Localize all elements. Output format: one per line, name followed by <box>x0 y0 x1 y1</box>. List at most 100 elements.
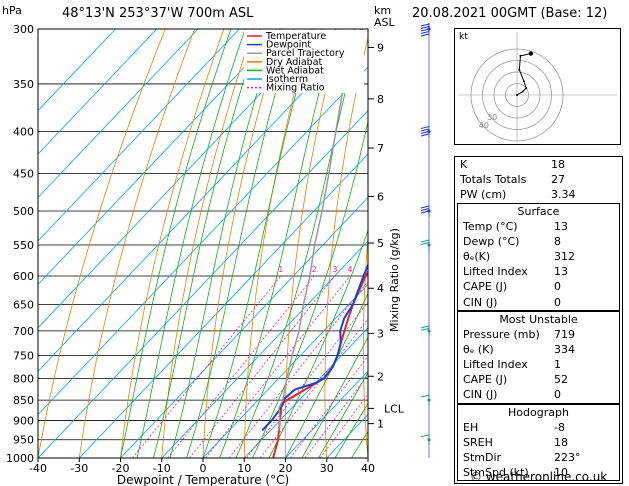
legend-bg <box>244 30 364 93</box>
legend-label: Mixing Ratio <box>266 83 325 94</box>
hodo-value: -8 <box>554 420 565 434</box>
profile-point <box>337 354 339 356</box>
index-value: 18 <box>551 158 565 171</box>
hodograph-point <box>518 68 521 71</box>
mixing-ratio-axis-label: Mixing Ratio (g/kg) <box>388 228 401 332</box>
profile-point <box>309 275 311 277</box>
wind-barb-flag <box>420 205 430 209</box>
dry-adiabat <box>38 29 166 458</box>
dry-adiabat <box>161 29 254 458</box>
mixing-ratio-line <box>259 318 368 458</box>
surface-value: 13 <box>554 265 568 279</box>
surface-row: Temp (°C) 13 <box>458 219 619 234</box>
legend-label: Isotherm <box>266 74 308 85</box>
hodograph-point <box>521 90 524 93</box>
pressure-tick-label: 400 <box>13 126 34 139</box>
hodograph-point <box>519 54 522 57</box>
pressure-tick-label: 300 <box>13 23 34 36</box>
dry-adiabat <box>362 231 368 458</box>
profile-point <box>363 275 365 277</box>
pressure-tick-label: 900 <box>13 414 34 427</box>
pressure-tick-label: 700 <box>13 325 34 338</box>
wind-barb-flag <box>420 133 430 137</box>
profile-point <box>294 388 296 390</box>
hodo-row: StmSpd (kt) 10 <box>458 465 619 480</box>
hodo-value: 223° <box>554 451 581 464</box>
chart-axes: 3003504004505005506006507007508008509009… <box>6 23 405 486</box>
surface-row: θₑ(K) 312 <box>458 249 619 264</box>
isotherm-line <box>78 153 368 458</box>
unstable-row: θₑ (K) 334 <box>458 342 619 357</box>
profile-point <box>440 108 441 109</box>
wind-barb-flag <box>420 239 430 243</box>
km-tick-label: 2 <box>377 370 384 383</box>
mixing-ratio-line <box>289 355 368 458</box>
index-label: PW (cm) <box>460 188 507 202</box>
hodograph-ring-label: 40 <box>479 121 489 130</box>
x-axis-label: Dewpoint / Temperature (°C) <box>117 473 289 486</box>
profile-point <box>400 211 401 212</box>
profile-point <box>304 388 306 390</box>
mixing-ratio-label: 20 <box>439 265 449 274</box>
profile-point <box>414 131 415 132</box>
asl-unit-label: ASL <box>374 16 395 29</box>
wind-barb-flag <box>420 434 430 438</box>
pressure-tick-label: 1000 <box>6 452 34 465</box>
profile-point <box>343 330 345 332</box>
profile-point <box>278 407 280 409</box>
wind-barb-flag <box>420 126 430 129</box>
wet-adiabat <box>285 292 368 458</box>
surface-value: 312 <box>554 249 575 263</box>
temp-tick-label: 40 <box>361 462 375 475</box>
profile-temperature <box>272 269 368 458</box>
wet-adiabat <box>268 229 368 458</box>
profile-point <box>335 131 337 133</box>
profile-point <box>298 330 300 332</box>
surface-value: 13 <box>554 219 568 233</box>
wet-adiabat <box>202 29 314 458</box>
temp-tick-label: 10 <box>237 462 251 475</box>
wind-barb-flag <box>420 23 430 27</box>
profile-point <box>291 354 293 356</box>
surface-label: CIN (J) <box>463 295 498 309</box>
surface-label: Lifted Index <box>463 265 528 279</box>
profile-point <box>403 173 404 174</box>
profile-point <box>282 403 284 405</box>
profile-point <box>282 399 284 401</box>
pressure-tick-label: 450 <box>13 167 34 180</box>
pressure-tick-label: 850 <box>13 394 34 407</box>
profile-point <box>332 366 334 368</box>
km-tick-label: 4 <box>377 282 384 295</box>
profile-point <box>286 377 288 379</box>
km-tick-label: 6 <box>377 190 384 203</box>
profile-point <box>286 399 288 401</box>
temp-tick-label: 30 <box>320 462 334 475</box>
profile-point <box>365 275 367 277</box>
isotherm-line <box>38 29 116 112</box>
pressure-tick-label: 800 <box>13 372 34 385</box>
hodo-label: SREH <box>463 435 493 449</box>
mixing-ratio-line <box>228 280 368 458</box>
hodo-row: StmDir 223° <box>458 450 619 465</box>
legend-label: Parcel Trajectory <box>266 48 345 59</box>
unstable-title: Most Unstable <box>499 312 578 326</box>
index-label: K <box>460 158 468 171</box>
profile-point <box>321 210 323 212</box>
index-value: 27 <box>551 173 565 187</box>
credit-text: © weatheronline.co.uk <box>470 470 608 484</box>
surface-row: CIN (J) 0 <box>458 295 619 310</box>
dry-adiabat <box>243 29 312 458</box>
pressure-tick-label: 600 <box>13 270 34 283</box>
profile-point <box>439 57 440 58</box>
hodograph-endpoint <box>528 51 533 56</box>
mixing-ratio-label: 6 <box>370 265 375 274</box>
surface-label: θₑ(K) <box>463 249 491 263</box>
profile-point <box>278 429 280 431</box>
profile-point <box>418 153 419 154</box>
isotherm-line <box>285 370 368 458</box>
profile-point <box>340 342 342 344</box>
chart-grid: 12346810162025 <box>38 29 449 458</box>
pressure-tick-label: 950 <box>13 434 34 447</box>
wind-barb-flag <box>420 28 430 32</box>
